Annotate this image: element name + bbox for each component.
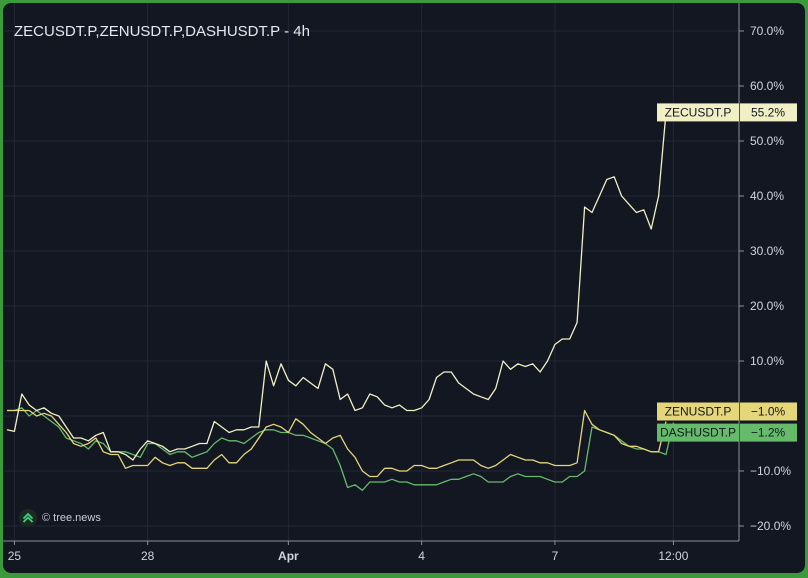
series-value-tag — [740, 423, 797, 442]
chart-title: ZECUSDT.P,ZENUSDT.P,DASHUSDT.P - 4h — [14, 23, 310, 40]
y-tick-label: −20.0% — [750, 519, 791, 533]
y-tick-label: 70.0% — [750, 24, 784, 38]
x-tick-label: 7 — [552, 549, 559, 563]
grid-layer — [3, 3, 739, 541]
watermark-text: © tree.news — [42, 512, 101, 524]
series-value-text: −1.0% — [751, 405, 786, 419]
y-tick-label: 10.0% — [750, 354, 784, 368]
last-value-label-zenusdtp: ZENUSDT.P −1.0% — [657, 402, 797, 421]
series-name-tag — [657, 103, 739, 122]
chart-canvas[interactable]: 70.0% 60.0% 50.0% 40.0% 30.0% 20.0% 10.0% −10.0… — [3, 3, 805, 573]
x-tick-label: 4 — [418, 549, 425, 563]
y-tick-label: −10.0% — [750, 464, 791, 478]
y-tick-label: 60.0% — [750, 79, 784, 93]
series-line-zenusdtp — [7, 409, 667, 478]
tree-news-logo-icon — [19, 509, 37, 527]
series-name-text: ZECUSDT.P — [665, 105, 732, 119]
series-value-text: 55.2% — [751, 105, 785, 119]
series-line-dashusdtp — [7, 407, 675, 491]
x-tick-label: 12:00 — [658, 549, 688, 563]
series-value-tag — [740, 103, 797, 122]
x-tick-label: 25 — [8, 549, 22, 563]
series-name-text: ZENUSDT.P — [665, 405, 732, 419]
watermark[interactable]: © tree.news — [19, 509, 101, 527]
series-layer — [6, 112, 675, 491]
axis-layer: 70.0% 60.0% 50.0% 40.0% 30.0% 20.0% 10.0% −10.0… — [3, 3, 791, 563]
chart-frame: 70.0% 60.0% 50.0% 40.0% 30.0% 20.0% 10.0% −10.0… — [3, 3, 805, 573]
y-tick-label: 50.0% — [750, 134, 784, 148]
series-name-tag — [657, 423, 739, 442]
x-tick-label: 28 — [141, 549, 155, 563]
last-value-label-zecusdtp: ZECUSDT.P 55.2% — [657, 103, 797, 122]
series-line-zecusdtp — [6, 112, 667, 461]
y-tick-label: 40.0% — [750, 189, 784, 203]
y-tick-label: 30.0% — [750, 244, 784, 258]
series-value-tag — [740, 402, 797, 421]
y-tick-label: 20.0% — [750, 299, 784, 313]
series-name-tag — [657, 402, 739, 421]
series-value-text: −1.2% — [751, 426, 786, 440]
x-tick-label: Apr — [278, 549, 299, 563]
last-value-label-dashusdtp: DASHUSDT.P −1.2% — [657, 423, 797, 442]
label-layer: ZECUSDT.P 55.2% ZENUSDT.P −1.0% DASHUSDT.P −1… — [657, 103, 797, 442]
series-name-text: DASHUSDT.P — [660, 426, 736, 440]
